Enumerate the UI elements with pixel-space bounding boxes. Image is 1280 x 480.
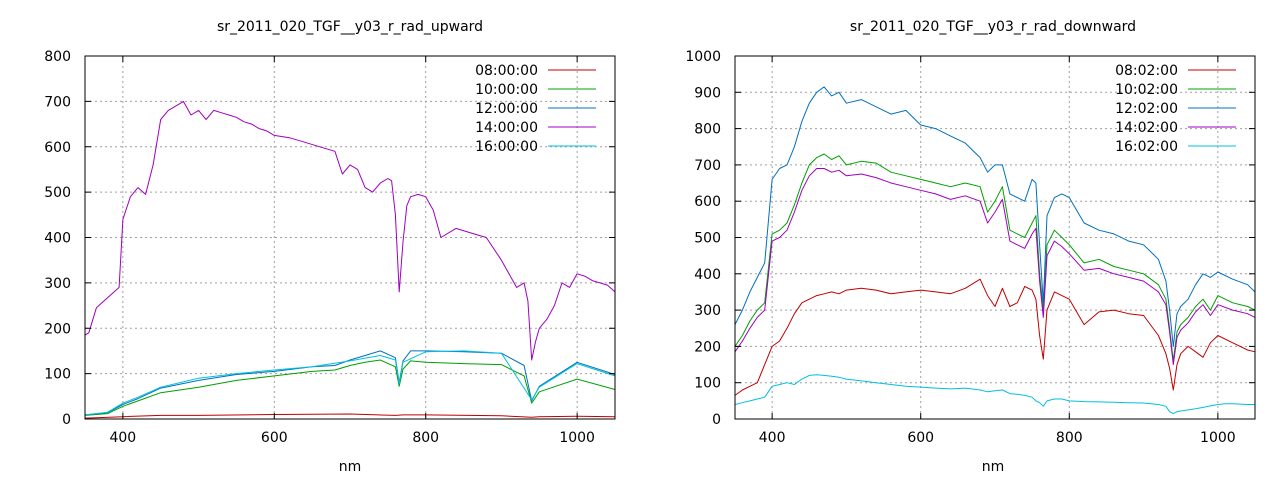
x-axis-label: nm: [982, 459, 1005, 475]
chart-upward: sr_2011_020_TGF__y03_r_rad_upward 0 100 20…: [44, 19, 616, 475]
y-tick-label: 100: [44, 367, 71, 383]
y-tick-label: 100: [694, 376, 721, 392]
legend-label: 10:02:00: [1115, 82, 1178, 98]
y-tick-label: 0: [712, 412, 721, 428]
y-tick-label: 500: [694, 231, 721, 247]
x-tick-label: 800: [1056, 430, 1083, 446]
series-line-1: [84, 359, 616, 416]
series-line-3: [734, 168, 1256, 366]
y-tick-label: 300: [694, 303, 721, 319]
y-tick-label: 900: [694, 85, 721, 101]
x-tick-label: 400: [109, 430, 136, 446]
y-tick-label: 700: [694, 158, 721, 174]
legend-label: 16:02:00: [1115, 139, 1178, 155]
legend-label: 12:00:00: [475, 101, 538, 117]
y-tick-label: 300: [44, 276, 71, 292]
legend-label: 12:02:00: [1115, 101, 1178, 117]
series-line-2: [84, 350, 616, 416]
y-tick-label: 400: [694, 267, 721, 283]
legend: 08:02:00 10:02:00 12:02:00 14:02:00 16:02:00: [1115, 63, 1236, 155]
series-line-3: [84, 100, 616, 361]
y-tick-label: 1000: [685, 49, 721, 65]
series-line-4: [84, 350, 616, 416]
y-tick-label: 200: [694, 339, 721, 355]
axis-ticks: 0 100 200 300 400 500 600 700 800 400 600 800 1000: [44, 49, 615, 446]
legend-label: 08:00:00: [475, 63, 538, 79]
legend-label: 10:00:00: [475, 82, 538, 98]
y-tick-label: 500: [44, 185, 71, 201]
y-tick-label: 700: [44, 94, 71, 110]
x-tick-label: 800: [412, 430, 439, 446]
series-lines: [84, 100, 616, 419]
x-tick-label: 1000: [559, 430, 595, 446]
x-tick-label: 600: [907, 430, 934, 446]
chart-title: sr_2011_020_TGF__y03_r_rad_upward: [217, 19, 483, 35]
y-tick-label: 400: [44, 231, 71, 247]
series-line-2: [734, 86, 1256, 347]
x-tick-label: 400: [759, 430, 786, 446]
series-line-0: [734, 278, 1256, 396]
x-axis-label: nm: [339, 459, 362, 475]
x-tick-label: 1000: [1200, 430, 1236, 446]
series-line-4: [734, 374, 1255, 415]
legend-label: 14:00:00: [475, 120, 538, 136]
x-tick-label: 600: [261, 430, 288, 446]
y-tick-label: 200: [44, 321, 71, 337]
series-lines: [734, 86, 1256, 415]
y-tick-label: 0: [62, 412, 71, 428]
y-tick-label: 800: [694, 122, 721, 138]
y-tick-label: 600: [694, 194, 721, 210]
y-tick-label: 600: [44, 140, 71, 156]
legend-label: 16:00:00: [475, 139, 538, 155]
series-line-0: [84, 413, 616, 419]
chart-title: sr_2011_020_TGF__y03_r_rad_downward: [850, 19, 1136, 35]
legend-label: 14:02:00: [1115, 120, 1178, 136]
legend: 08:00:00 10:00:00 12:00:00 14:00:00 16:00:00: [475, 63, 596, 155]
axis-ticks: 0 100 200 300 400 500 600 700 800 900 1000 400 600 80…: [685, 49, 1255, 446]
series-line-1: [734, 153, 1256, 362]
y-tick-label: 800: [44, 49, 71, 65]
chart-downward: sr_2011_020_TGF__y03_r_rad_downward 0 100…: [685, 19, 1256, 475]
legend-label: 08:02:00: [1115, 63, 1178, 79]
grid: [85, 56, 615, 419]
